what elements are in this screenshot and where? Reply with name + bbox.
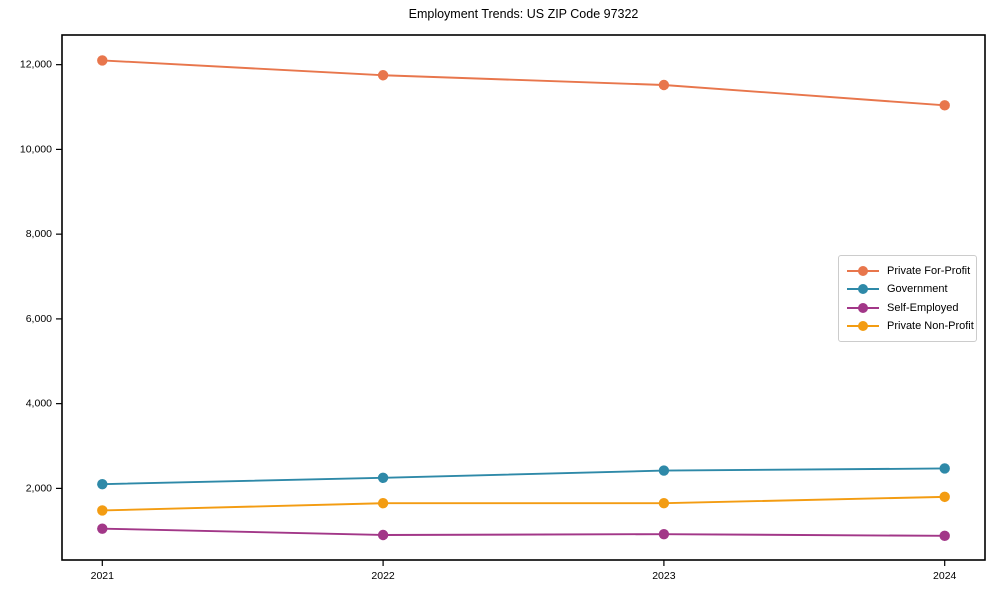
y-tick-label: 4,000 [26, 398, 52, 410]
data-point-government [377, 472, 389, 483]
data-point-self-employed [97, 523, 108, 534]
data-point-private-for-profit [939, 100, 950, 111]
series-line-government [102, 467, 945, 486]
x-tick-label: 2024 [933, 570, 957, 582]
legend-item-private-for-profit: Private For-Profit [847, 262, 971, 279]
data-point-government [658, 465, 670, 476]
axes-spines [61, 34, 986, 561]
data-point-private-for-profit [97, 55, 108, 66]
y-tick-label: 10,000 [20, 143, 52, 155]
data-point-self-employed [939, 530, 950, 542]
data-point-self-employed [377, 529, 389, 541]
data-point-government [97, 478, 108, 490]
y-tick-label: 8,000 [26, 228, 52, 240]
line-marker-icon [847, 265, 879, 277]
line-marker-icon [847, 302, 879, 314]
data-point-private-non-profit [939, 491, 950, 503]
data-point-government [939, 463, 950, 474]
data-point-self-employed [658, 528, 670, 540]
chart-title: Employment Trends: US ZIP Code 97322 [408, 7, 639, 21]
x-tick-label: 2022 [371, 570, 395, 582]
data-point-private-non-profit [658, 498, 670, 509]
line-marker-icon [847, 320, 879, 332]
series-line-self-employed [102, 527, 945, 537]
legend-item-private-non-profit: Private Non-Profit [847, 318, 974, 335]
legend-label: Private Non-Profit [887, 320, 974, 333]
legend-item-self-employed: Self-Employed [847, 299, 968, 316]
data-point-private-non-profit [97, 505, 108, 516]
y-tick-label: 6,000 [26, 313, 52, 325]
x-tick-label: 2023 [652, 570, 676, 582]
y-tick-label: 2,000 [26, 482, 52, 494]
legend-label: Self-Employed [887, 301, 959, 314]
data-point-private-for-profit [658, 79, 670, 91]
x-tick-label: 2021 [91, 570, 115, 582]
line-marker-icon [847, 283, 879, 295]
legend-label: Government [887, 283, 948, 296]
data-point-private-non-profit [377, 498, 389, 509]
series-line-private-non-profit [102, 495, 945, 512]
series-line-private-for-profit [102, 59, 945, 107]
data-point-private-for-profit [377, 70, 389, 81]
y-tick-label: 12,000 [20, 59, 52, 71]
legend-label: Private For-Profit [887, 264, 971, 277]
chart-legend: Private For-Profit Government Self-Emplo… [838, 255, 977, 342]
legend-item-government: Government [847, 281, 968, 298]
